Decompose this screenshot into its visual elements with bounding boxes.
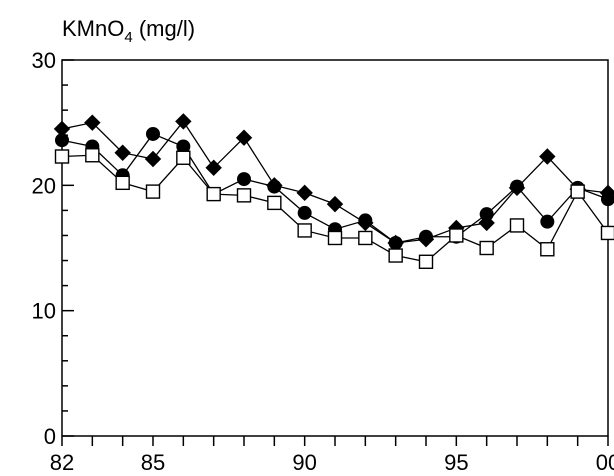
square-marker	[570, 184, 585, 199]
x-tick-label: 82	[50, 450, 74, 475]
diamond-marker	[205, 159, 222, 176]
x-tick-label: 85	[141, 450, 165, 475]
series-square-open	[54, 148, 614, 269]
x-tick-label: 90	[292, 450, 316, 475]
circle-marker	[146, 126, 160, 141]
square-marker	[418, 254, 434, 269]
y-axis-title: KMnO4 (mg/l)	[62, 16, 195, 46]
square-marker	[479, 240, 494, 256]
circle-marker	[267, 179, 282, 194]
square-marker	[115, 175, 130, 191]
y-tick-label: 10	[32, 299, 56, 324]
square-marker	[85, 148, 100, 163]
square-marker	[176, 150, 191, 165]
diamond-marker	[326, 195, 344, 213]
circle-marker	[510, 179, 524, 194]
diamond-marker	[235, 129, 253, 146]
diamond-marker	[114, 144, 131, 161]
square-marker	[509, 218, 525, 233]
diamond-marker	[175, 113, 192, 130]
square-marker	[206, 186, 221, 202]
square-marker	[145, 184, 161, 199]
y-tick-label: 0	[44, 424, 56, 449]
square-marker	[54, 149, 70, 164]
circle-marker	[419, 229, 433, 244]
circle-marker	[55, 133, 69, 148]
diamond-marker	[539, 148, 556, 165]
series-layer	[53, 113, 614, 269]
x-tick-label: 95	[444, 450, 468, 475]
diamond-marker	[144, 150, 162, 168]
circle-marker	[297, 205, 312, 220]
y-axis-title-subscript: 4	[124, 29, 132, 46]
circle-marker	[237, 172, 251, 187]
y-axis-title-unit: (mg/l)	[133, 16, 195, 41]
square-marker	[388, 248, 403, 263]
square-marker	[236, 188, 252, 203]
circle-marker	[176, 139, 191, 154]
square-marker	[327, 230, 343, 246]
square-marker	[358, 230, 373, 246]
diamond-marker	[84, 114, 101, 131]
y-tick-label: 20	[32, 173, 56, 198]
plot-frame	[61, 59, 609, 437]
x-tick-label: 00	[596, 450, 614, 475]
square-marker	[449, 228, 464, 243]
axis-ticks: 0 10 20 30 82 85 90 95 00	[32, 48, 614, 475]
circle-marker	[479, 207, 494, 222]
circle-marker	[388, 235, 403, 250]
square-marker	[600, 225, 614, 241]
circle-marker	[601, 192, 614, 207]
square-marker	[267, 195, 282, 211]
square-marker	[540, 242, 555, 257]
y-tick-label: 30	[32, 48, 56, 73]
circle-marker	[358, 213, 373, 228]
diamond-marker	[296, 184, 313, 202]
circle-marker	[540, 214, 555, 229]
square-marker	[297, 223, 312, 238]
y-axis-title-main: KMnO	[62, 16, 124, 41]
